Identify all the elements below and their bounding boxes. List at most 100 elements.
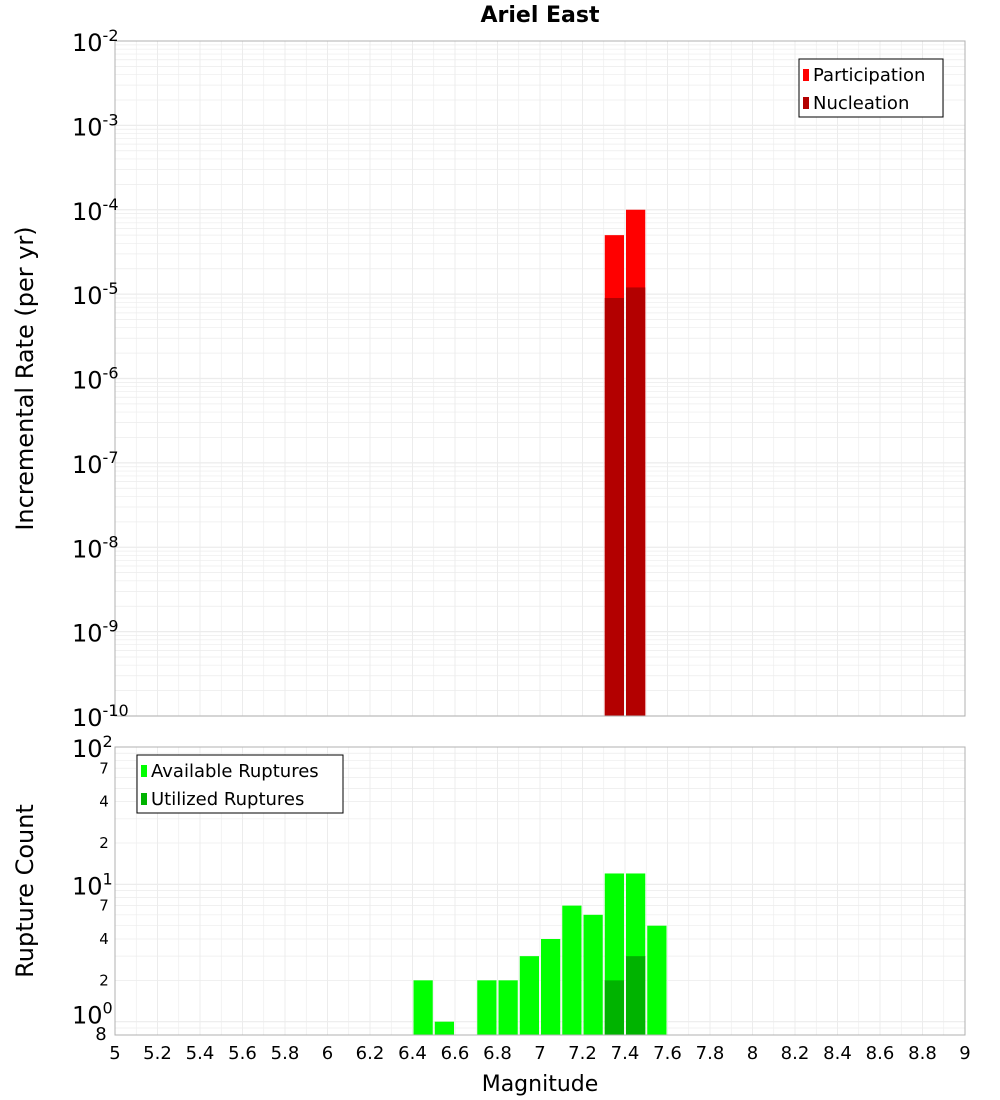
x-tick-label: 5.4 (186, 1043, 215, 1064)
y-tick-label: 10-4 (72, 195, 119, 226)
y-tick-exponent: -3 (103, 110, 119, 129)
legend-swatch (803, 97, 809, 109)
y-tick-base: 10 (72, 620, 103, 648)
y-tick-base: 10 (72, 1002, 103, 1030)
y-tick-exponent: -8 (103, 532, 119, 551)
y-tick-base: 10 (72, 451, 103, 479)
y-tick-base: 10 (72, 198, 103, 226)
y-tick-exponent: 2 (103, 732, 113, 751)
legend-label: Utilized Ruptures (151, 789, 304, 810)
x-tick-label: 7 (534, 1043, 545, 1064)
y-tick-label: 102 (72, 732, 113, 763)
y-tick-label: 10-6 (72, 364, 119, 395)
y-tick-exponent: -4 (103, 195, 119, 214)
x-tick-label: 6.8 (483, 1043, 512, 1064)
x-tick-label: 9 (959, 1043, 970, 1064)
y-tick-base: 10 (72, 29, 103, 57)
y-tick-label: 10-2 (72, 26, 119, 57)
y-tick-label: 10-10 (72, 701, 129, 732)
bottom-y-axis-label: Rupture Count (11, 804, 39, 978)
x-tick-label: 5 (109, 1043, 120, 1064)
y-tick-label: 2 (99, 971, 109, 989)
bar-available-ruptures (477, 980, 497, 1035)
bottom-legend: Available Ruptures Utilized Ruptures (136, 754, 344, 814)
x-tick-label: 5.6 (228, 1043, 257, 1064)
x-tick-labels: 5 5.2 5.4 5.6 5.8 6 6.2 6.4 6.6 6.8 7 7.2 7.4 7.6 7.8 8… (109, 1043, 970, 1064)
bar-utilized-ruptures (604, 980, 624, 1035)
legend-label: Participation (813, 65, 925, 86)
bottom-bars (413, 873, 667, 1035)
chart-title: Ariel East (480, 3, 600, 28)
x-tick-label: 7.6 (653, 1043, 682, 1064)
x-tick-label: 8.6 (866, 1043, 895, 1064)
legend-box (798, 58, 944, 118)
x-tick-label: 7.2 (568, 1043, 597, 1064)
bar-available-ruptures (498, 980, 518, 1035)
y-tick-exponent: 0 (103, 999, 113, 1018)
x-tick-label: 6 (322, 1043, 333, 1064)
bar-nucleation (626, 287, 646, 716)
top-legend: Participation Nucleation (798, 58, 944, 118)
bar-available-ruptures (647, 925, 667, 1035)
y-tick-label: 7 (99, 897, 109, 915)
legend-box (136, 754, 344, 814)
x-tick-label: 6.4 (398, 1043, 427, 1064)
y-tick-exponent: -6 (103, 364, 119, 383)
x-tick-label: 7.8 (696, 1043, 725, 1064)
legend-label: Nucleation (813, 93, 909, 114)
x-tick-label: 7.4 (611, 1043, 640, 1064)
x-tick-label: 8.2 (781, 1043, 810, 1064)
bar-available-ruptures (434, 1021, 454, 1035)
y-tick-label: 2 (99, 834, 109, 852)
bottom-plot-frame (114, 746, 966, 1036)
x-tick-label: 5.8 (271, 1043, 300, 1064)
bar-available-ruptures (562, 905, 582, 1035)
y-tick-label: 10-8 (72, 532, 119, 563)
x-tick-label: 6.2 (356, 1043, 385, 1064)
y-tick-label: 10-5 (72, 279, 119, 310)
legend-label: Available Ruptures (151, 761, 319, 782)
bar-nucleation (604, 297, 624, 716)
x-tick-label: 6.6 (441, 1043, 470, 1064)
y-tick-label: 7 (99, 759, 109, 777)
y-tick-label: 4 (99, 930, 109, 948)
y-tick-label: 8 (95, 1024, 106, 1045)
x-tick-label: 8.4 (823, 1043, 852, 1064)
x-tick-label: 8.8 (908, 1043, 937, 1064)
y-tick-base: 10 (72, 282, 103, 310)
y-tick-base: 10 (72, 704, 103, 732)
x-axis-label: Magnitude (482, 1072, 599, 1097)
x-tick-label: 8 (747, 1043, 758, 1064)
top-plot-frame (114, 40, 966, 717)
y-tick-base: 10 (72, 735, 103, 763)
bar-available-ruptures (413, 980, 433, 1035)
bar-available-ruptures (541, 939, 561, 1035)
y-tick-label: 101 (72, 869, 113, 900)
y-tick-exponent: -2 (103, 26, 119, 45)
top-grid (114, 41, 966, 717)
y-tick-base: 10 (72, 872, 103, 900)
y-tick-label: 10-9 (72, 617, 119, 648)
y-tick-exponent: -7 (103, 448, 119, 467)
bar-available-ruptures (519, 956, 539, 1035)
y-tick-exponent: -10 (103, 701, 129, 720)
y-tick-exponent: -5 (103, 279, 119, 298)
y-tick-base: 10 (72, 367, 103, 395)
y-tick-label: 10-7 (72, 448, 119, 479)
y-tick-exponent: 1 (103, 869, 113, 888)
top-bars (604, 209, 646, 716)
top-y-axis-label: Incremental Rate (per yr) (11, 226, 39, 530)
y-tick-label: 100 (72, 999, 113, 1030)
x-tick-label: 5.2 (143, 1043, 172, 1064)
y-tick-label: 10-3 (72, 110, 119, 141)
bar-available-ruptures (583, 914, 603, 1035)
bar-utilized-ruptures (626, 956, 646, 1035)
y-tick-base: 10 (72, 535, 103, 563)
legend-swatch (141, 765, 147, 777)
y-tick-base: 10 (72, 113, 103, 141)
